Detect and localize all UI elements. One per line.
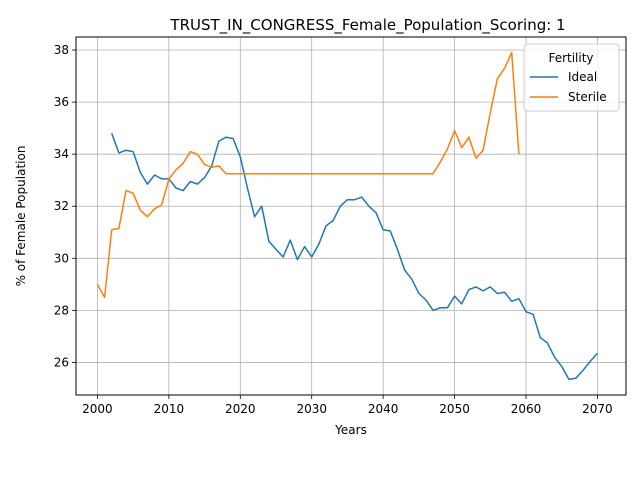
legend-box [523, 43, 620, 112]
x-tick-label: 2000 [82, 402, 113, 416]
series-layer [96, 51, 598, 381]
x-tick-label: 2050 [439, 402, 470, 416]
y-tick-label: 30 [54, 251, 69, 265]
x-tick-label: 2070 [582, 402, 613, 416]
x-axis-ticks: 2000 2010 2020 2030 2040 2050 2060 2070 [82, 395, 613, 416]
y-axis-label: % of Female Population [14, 146, 28, 287]
chart-title: TRUST_IN_CONGRESS_Female_Population_Scor… [169, 16, 565, 35]
legend-label-sterile: Sterile [568, 90, 607, 104]
series-line-sterile [96, 51, 520, 299]
x-tick-label: 2060 [511, 402, 542, 416]
x-tick-label: 2040 [368, 402, 399, 416]
x-axis-label: Years [334, 423, 367, 437]
x-tick-label: 2010 [154, 402, 185, 416]
y-axis-ticks: 26 28 30 32 34 36 38 [54, 43, 76, 369]
y-tick-label: 34 [54, 147, 69, 161]
y-tick-label: 26 [54, 355, 69, 369]
legend-title: Fertility [548, 51, 593, 65]
plot-frame [75, 36, 627, 396]
series-line-ideal [110, 133, 598, 381]
legend-label-ideal: Ideal [568, 70, 597, 84]
y-tick-label: 32 [54, 199, 69, 213]
x-tick-label: 2030 [296, 402, 327, 416]
y-tick-label: 38 [54, 43, 69, 57]
y-tick-label: 28 [54, 303, 69, 317]
x-tick-label: 2020 [225, 402, 256, 416]
y-tick-label: 36 [54, 95, 69, 109]
legend: Fertility Ideal Sterile [523, 43, 620, 112]
